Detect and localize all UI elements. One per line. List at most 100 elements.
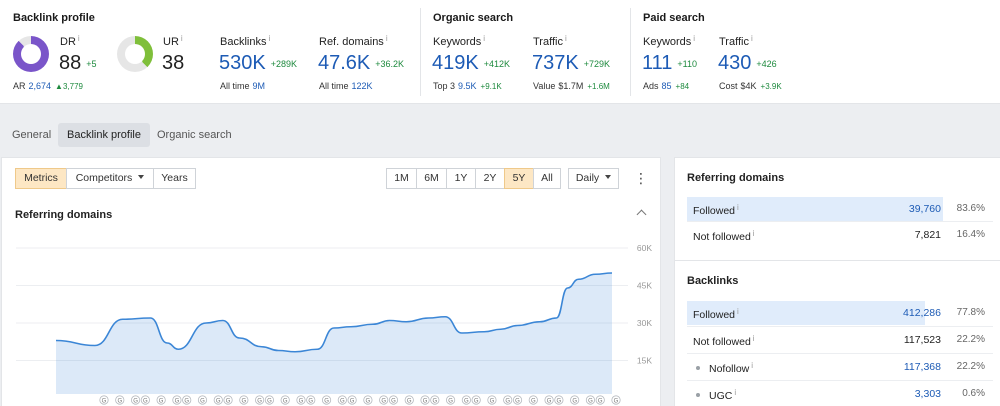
bl-followed-row[interactable]: Followed i 412,286 77.8% (687, 301, 993, 325)
chevron-up-icon[interactable] (636, 209, 647, 220)
event-marker (585, 395, 596, 405)
ur-label[interactable]: UR i (163, 34, 183, 48)
event-marker-label: G (257, 399, 262, 405)
ar-delta: ▲3,779 (55, 82, 83, 91)
chart-line (55, 272, 613, 353)
bl-nofollow-value[interactable]: 117,368 (903, 361, 941, 373)
event-marker (595, 395, 605, 405)
info-icon[interactable]: i (268, 34, 271, 43)
info-icon[interactable]: i (737, 203, 739, 212)
dr-label[interactable]: DR i (60, 34, 80, 48)
tab-backlink-profile[interactable]: Backlink profile (58, 123, 150, 147)
range-all-button[interactable]: All (533, 168, 561, 189)
event-marker (570, 395, 580, 405)
event-marker-label: G (588, 399, 593, 405)
bullet-icon (696, 366, 700, 370)
bl-ugc-value[interactable]: 3,303 (914, 388, 941, 400)
summary-bar: Backlink profile DR i 88 +5 AR 2,674 ▲3,779 … (0, 0, 1000, 104)
dr-gauge (13, 36, 49, 72)
event-marker (172, 395, 182, 405)
event-marker-label: G (391, 399, 396, 405)
organic-keywords-label[interactable]: Keywords i (433, 34, 486, 48)
event-marker (544, 395, 554, 405)
paid-keywords-value[interactable]: 111 +110 (642, 52, 698, 74)
years-button[interactable]: Years (153, 168, 196, 189)
event-marker-label: G (598, 399, 603, 405)
info-icon[interactable]: i (752, 229, 755, 238)
organic-keywords-value[interactable]: 419K +412K (432, 52, 510, 74)
kebab-menu-icon[interactable]: ⋮ (634, 170, 648, 186)
info-icon[interactable]: i (483, 34, 486, 43)
info-icon[interactable]: i (750, 34, 753, 43)
ref-domains-label[interactable]: Ref. domains i (319, 34, 388, 48)
paid-keywords-label[interactable]: Keywords i (643, 34, 696, 48)
range-2y-button[interactable]: 2Y (475, 168, 505, 189)
bl-not-followed-row[interactable]: Not followed i 117,523 22.2% (693, 334, 985, 348)
range-1y-button[interactable]: 1Y (446, 168, 476, 189)
event-marker (487, 395, 497, 405)
event-marker-label: G (547, 399, 552, 405)
info-icon[interactable]: i (751, 361, 754, 370)
divider (687, 380, 993, 381)
paid-traffic-value[interactable]: 430 +426 (718, 52, 777, 74)
paid-cost: Cost $4K +3.9K (719, 81, 782, 91)
event-marker-label: G (283, 399, 288, 405)
event-marker-label: G (324, 399, 329, 405)
event-marker (528, 395, 538, 405)
ref-not-followed-row[interactable]: Not followed i 7,821 16.4% (693, 229, 985, 243)
backlinks-value[interactable]: 530K +289K (219, 52, 297, 74)
dr-value: 88 +5 (59, 52, 97, 74)
bl-followed-value[interactable]: 412,286 (903, 307, 941, 319)
backlinks-delta: +289K (270, 59, 297, 69)
organic-traffic-label[interactable]: Traffic i (533, 34, 567, 48)
info-icon[interactable]: i (385, 34, 388, 43)
info-icon[interactable]: i (77, 34, 80, 43)
backlinks-title: Backlinks (687, 275, 739, 287)
event-marker (461, 395, 471, 405)
event-marker-label: G (267, 399, 272, 405)
bl-nofollow-row[interactable]: Nofollow i 117,368 22.2% (687, 355, 993, 379)
range-5y-button[interactable]: 5Y (504, 168, 534, 189)
paid-traffic-delta: +426 (756, 59, 777, 69)
info-icon[interactable]: i (752, 334, 755, 343)
breakdown-panel: Referring domains Followed i 39,760 83.6%… (674, 157, 1000, 406)
ar-value[interactable]: 2,674 (28, 81, 52, 91)
event-marker (503, 395, 513, 405)
ref-followed-value[interactable]: 39,760 (908, 203, 941, 215)
ref-domains-value[interactable]: 47.6K +36.2K (318, 52, 405, 74)
range-1m-button[interactable]: 1M (386, 168, 417, 189)
caret-down-icon (138, 175, 145, 179)
bl-ugc-row[interactable]: UGC i 3,303 0.6% (687, 382, 993, 406)
event-marker-label: G (366, 399, 371, 405)
event-marker (115, 395, 125, 405)
info-icon[interactable]: i (564, 34, 567, 43)
organic-value: Value $1.7M +1.6M (533, 81, 610, 91)
share-bar (687, 197, 943, 221)
event-marker (554, 395, 564, 405)
organic-traffic-value[interactable]: 737K +729K (532, 52, 610, 74)
interval-dropdown[interactable]: Daily (568, 168, 619, 189)
competitors-dropdown[interactable]: Competitors (66, 168, 154, 189)
event-marker (130, 395, 141, 405)
event-marker-label: G (299, 399, 304, 405)
backlinks-label[interactable]: Backlinks i (220, 34, 271, 48)
event-marker-label: G (350, 399, 355, 405)
range-6m-button[interactable]: 6M (416, 168, 447, 189)
event-marker-label: G (143, 399, 148, 405)
info-icon[interactable]: i (693, 34, 696, 43)
event-marker (388, 395, 399, 405)
info-icon[interactable]: i (180, 34, 183, 43)
organic-top3: Top 3 9.5K +9.1K (433, 81, 502, 91)
paid-traffic-label[interactable]: Traffic i (719, 34, 753, 48)
ref-followed-row[interactable]: Followed i 39,760 83.6% (687, 197, 993, 221)
divider (420, 8, 421, 96)
info-icon[interactable]: i (737, 307, 739, 316)
event-marker (430, 395, 440, 405)
info-icon[interactable]: i (734, 388, 737, 397)
tab-general[interactable]: General (12, 129, 52, 141)
tab-organic-search[interactable]: Organic search (157, 129, 232, 141)
event-marker-label: G (200, 399, 205, 405)
event-marker-label: G (531, 399, 536, 405)
metrics-button[interactable]: Metrics (15, 168, 67, 189)
